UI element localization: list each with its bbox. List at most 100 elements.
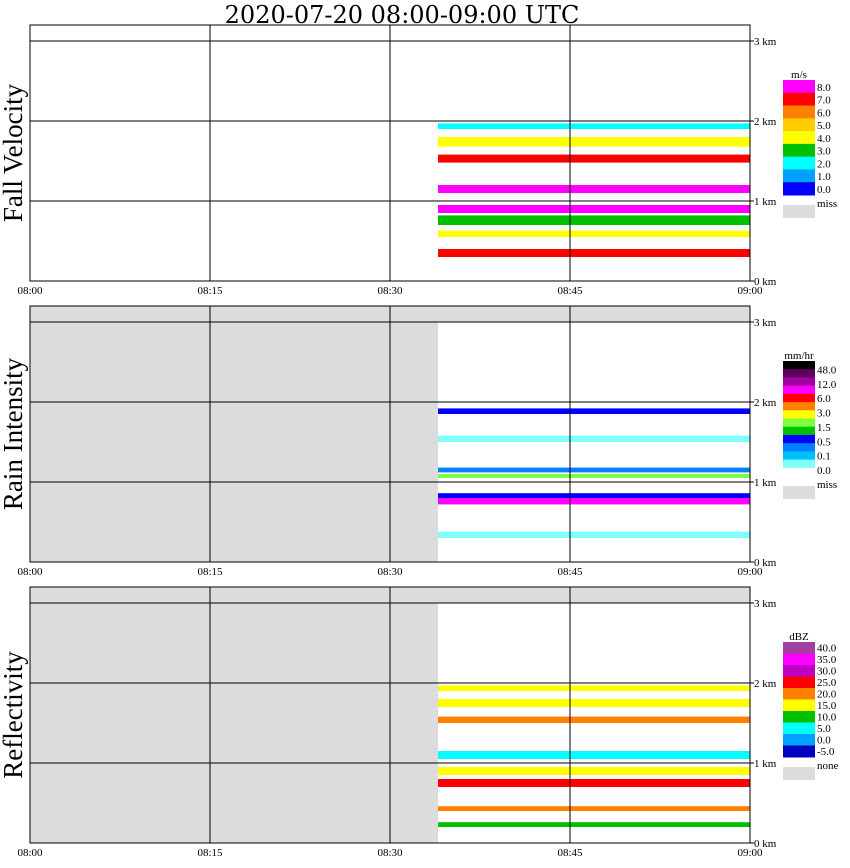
colorbar-swatch	[783, 118, 815, 132]
data-band	[438, 249, 750, 257]
colorbar-label: 0.1	[817, 451, 831, 463]
colorbar-swatch	[783, 377, 815, 387]
panel-fall-velocity: 08:00 08:15 08:30 08:45 09:000 km 1 km 2 km 3 k…	[0, 24, 837, 297]
data-band	[438, 806, 750, 811]
colorbar-label: 7.0	[817, 95, 831, 107]
data-band	[438, 137, 750, 147]
colorbar-label: 0.5	[817, 436, 831, 448]
colorbar-swatch	[783, 734, 815, 746]
colorbar-label: 48.0	[817, 364, 837, 376]
colorbar-label: 3.0	[817, 408, 831, 420]
x-tick-label: 08:45	[557, 285, 583, 297]
colorbar-label: 40.0	[817, 643, 837, 655]
height-tick-label: 3 km	[754, 598, 777, 610]
panel-reflectivity: 08:00 08:15 08:30 08:45 09:000 km 1 km 2 km 3 k…	[0, 586, 839, 859]
colorbar-label: 1.5	[817, 422, 831, 434]
height-tick-label: 1 km	[754, 196, 777, 208]
x-tick-label: 08:15	[197, 847, 223, 859]
x-tick-label: 08:45	[557, 566, 583, 578]
colorbar-label: 0.0	[817, 184, 831, 196]
colorbar-label: -5.0	[817, 746, 835, 758]
height-tick-label: 2 km	[754, 116, 777, 128]
data-band	[438, 435, 750, 442]
colorbar-missing-label: none	[817, 760, 839, 772]
colorbar-swatch	[783, 418, 815, 428]
plot-frame	[29, 586, 751, 844]
data-band	[438, 230, 750, 237]
colorbar-swatch	[783, 665, 815, 677]
data-band	[438, 467, 750, 473]
colorbar-swatch	[783, 92, 815, 107]
x-tick-label: 08:30	[377, 566, 403, 578]
data-band	[438, 699, 750, 707]
colorbar-label: 5.0	[817, 120, 831, 132]
data-band	[438, 408, 750, 414]
x-tick-label: 08:30	[377, 847, 403, 859]
panel-ylabel: Rain Intensity	[0, 357, 28, 510]
colorbar-swatch	[783, 443, 815, 452]
data-band	[438, 185, 750, 193]
colorbar-label: 0.0	[817, 465, 831, 477]
height-tick-label: 1 km	[754, 477, 777, 489]
colorbar-missing-label: miss	[817, 479, 837, 491]
colorbar-label: 35.0	[817, 654, 837, 666]
colorbar-swatch	[783, 169, 815, 183]
data-band	[438, 531, 750, 538]
height-tick-label: 3 km	[754, 317, 777, 329]
panels: 08:00 08:15 08:30 08:45 09:000 km1 km2 km3 k…	[0, 24, 839, 859]
colorbar-swatch	[783, 143, 815, 158]
colorbar-missing-swatch	[783, 486, 815, 499]
colorbar-unit: mm/hr	[784, 350, 814, 362]
x-tick-label: 08:00	[17, 285, 43, 297]
colorbar-swatch	[783, 80, 815, 94]
colorbar-label: 6.0	[817, 107, 831, 119]
data-band	[438, 215, 750, 225]
colorbar-swatch	[783, 182, 815, 196]
data-band	[438, 154, 750, 163]
data-band	[438, 716, 750, 723]
colorbar-swatch	[783, 156, 815, 170]
colorbar-swatch	[783, 451, 815, 461]
colorbar-label: 4.0	[817, 133, 831, 145]
colorbar-swatch	[783, 369, 815, 378]
x-tick-label: 08:00	[17, 847, 43, 859]
colorbar-unit: dBZ	[789, 631, 809, 643]
colorbar-swatch	[783, 385, 815, 395]
colorbar-swatch	[783, 361, 815, 370]
colorbar-missing-label: miss	[817, 198, 837, 210]
colorbar-unit: m/s	[791, 69, 807, 81]
colorbar-label: 0.0	[817, 735, 831, 747]
colorbar-label: 30.0	[817, 666, 837, 678]
colorbar-label: 20.0	[817, 689, 837, 701]
x-tick-label: 09:00	[737, 566, 763, 578]
data-band	[438, 474, 750, 478]
colorbar-label: 5.0	[817, 723, 831, 735]
colorbar-missing-swatch	[783, 767, 815, 780]
x-tick-label: 09:00	[737, 847, 763, 859]
height-tick-label: 0 km	[754, 557, 777, 569]
data-band	[438, 498, 750, 505]
panel-ylabel: Reflectivity	[0, 651, 28, 779]
colorbar-swatch	[783, 131, 815, 145]
colorbar-swatch	[783, 393, 815, 403]
data-band	[438, 123, 750, 129]
colorbar-swatch	[783, 467, 815, 477]
colorbar-label: 3.0	[817, 146, 831, 158]
colorbar-label: 1.0	[817, 171, 831, 183]
x-tick-label: 08:30	[377, 285, 403, 297]
data-band	[438, 751, 750, 759]
colorbar-label: 10.0	[817, 712, 837, 724]
x-tick-label: 08:15	[197, 285, 223, 297]
colorbar-label: 15.0	[817, 700, 837, 712]
colorbar-label: 12.0	[817, 379, 837, 391]
data-band	[438, 779, 750, 787]
height-tick-label: 2 km	[754, 397, 777, 409]
x-tick-label: 09:00	[737, 285, 763, 297]
x-tick-label: 08:00	[17, 566, 43, 578]
panel-ylabel: Fall Velocity	[0, 83, 28, 222]
plot-frame	[29, 24, 751, 282]
colorbar-swatch	[783, 402, 815, 411]
height-tick-label: 3 km	[754, 36, 777, 48]
colorbar-swatch	[783, 105, 815, 119]
